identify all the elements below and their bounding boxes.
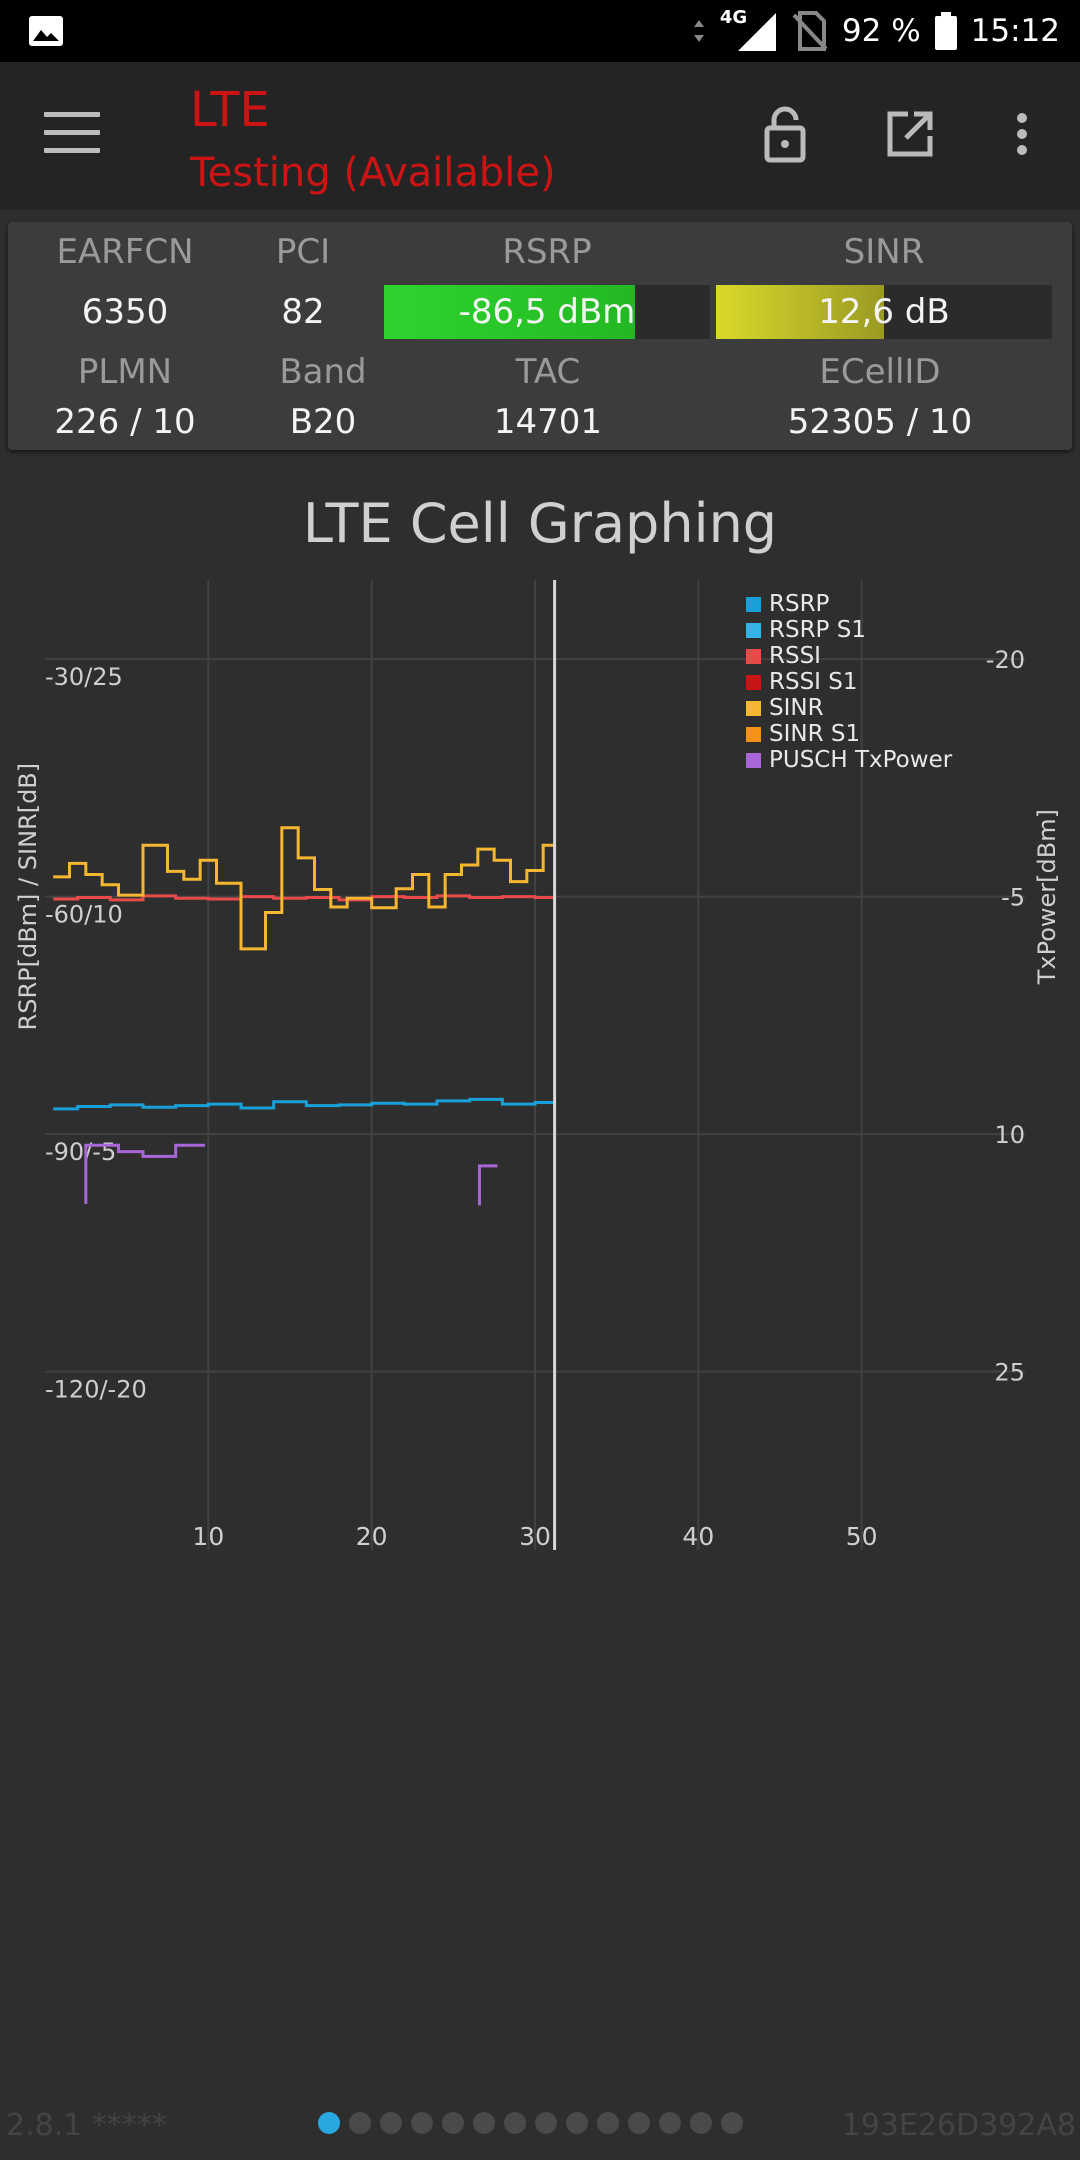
legend-swatch (746, 701, 761, 716)
y2-tick-label: -20 (986, 646, 1025, 674)
rssi-series-line (53, 894, 555, 902)
y-tick-label: -120/-20 (45, 1376, 147, 1404)
page-dot[interactable] (349, 2112, 371, 2134)
pusch-txpower-series-line (477, 1164, 498, 1206)
y-tick-label: -30/25 (45, 663, 123, 691)
rsrp-series-line (53, 1097, 557, 1111)
app-toolbar: LTE Testing (Available) (0, 62, 1080, 210)
legend-entry[interactable]: PUSCH TxPower (769, 747, 953, 773)
sinr-label: SINR (843, 232, 925, 272)
page-dot[interactable] (473, 2112, 495, 2134)
legend-swatch (746, 675, 761, 690)
band-value: B20 (289, 402, 357, 442)
page-dot[interactable] (442, 2112, 464, 2134)
legend-swatch (746, 597, 761, 612)
legend-swatch (746, 753, 761, 768)
y2-axis-title: TxPower[dBm] (1033, 809, 1061, 985)
page-dot[interactable] (504, 2112, 526, 2134)
page-dot[interactable] (318, 2112, 340, 2134)
legend-swatch (746, 727, 761, 742)
chart-title: LTE Cell Graphing (302, 492, 778, 555)
page-indicator[interactable] (318, 2112, 743, 2134)
more-vert-icon[interactable] (992, 104, 1052, 164)
y-axis-title: RSRP[dBm] / SINR[dB] (14, 763, 42, 1031)
page-dot[interactable] (690, 2112, 712, 2134)
y2-tick-label: -5 (1001, 884, 1025, 912)
page-dot[interactable] (659, 2112, 681, 2134)
x-tick-label: 30 (519, 1522, 551, 1551)
x-tick-label: 50 (846, 1522, 878, 1551)
x-tick-label: 10 (192, 1522, 224, 1551)
rsrp-bar: -86,5 dBm (384, 285, 710, 339)
page-dot[interactable] (535, 2112, 557, 2134)
earfcn-value: 6350 (81, 292, 169, 332)
plmn-label: PLMN (77, 352, 173, 392)
status-bar: 4G 92 % 15:12 (0, 0, 1080, 62)
battery-icon (934, 12, 957, 50)
tac-value: 14701 (493, 402, 603, 442)
pci-value: 82 (281, 292, 325, 332)
status-icons: 4G 92 % 15:12 (692, 7, 1060, 54)
menu-icon[interactable] (44, 112, 100, 156)
page-dot[interactable] (597, 2112, 619, 2134)
y-tick-label: -60/10 (45, 901, 123, 929)
legend-swatch (746, 623, 761, 638)
data-arrows-icon (693, 20, 704, 42)
signal-icon: 4G (719, 7, 778, 53)
page-dot[interactable] (380, 2112, 402, 2134)
ecellid-label: ECellID (819, 352, 941, 392)
lte-cell-chart[interactable]: 10 20 30 40 50 -30/25 -60/10 -90/-5 -120/-20 -20 -… (0, 580, 1080, 1580)
gallery-icon (29, 16, 63, 46)
sinr-bar-fill (716, 285, 884, 339)
y-tick-label: -90/-5 (45, 1138, 116, 1166)
cell-info-panel: EARFCN 6350 PCI 82 RSRP -86,5 dBm SINR 1… (8, 222, 1072, 450)
y2-tick-label: 10 (994, 1121, 1025, 1149)
legend-entry[interactable]: RSSI (769, 643, 821, 669)
legend-entry[interactable]: RSSI S1 (769, 669, 858, 695)
sinr-bar: 12,6 dB (716, 285, 1052, 339)
legend-entry[interactable]: RSRP S1 (769, 617, 866, 643)
legend-entry[interactable]: SINR S1 (769, 721, 860, 747)
sinr-value: 12,6 dB (818, 292, 950, 332)
page-dot[interactable] (411, 2112, 433, 2134)
device-id: 193E26D392A8 (841, 2108, 1076, 2143)
legend-entry[interactable]: SINR (769, 695, 824, 721)
rsrp-label: RSRP (502, 232, 592, 272)
lock-icon[interactable] (755, 104, 815, 164)
sinr-series-line (53, 826, 555, 951)
page-title: LTE (190, 82, 270, 138)
page-subtitle: Testing (Available) (190, 150, 556, 196)
version-label: 2.8.1 ***** (6, 2108, 167, 2143)
pusch-txpower-series-line (84, 1143, 206, 1204)
rsrp-value: -86,5 dBm (458, 292, 636, 332)
no-sim-icon (792, 11, 828, 51)
legend-swatch (746, 649, 761, 664)
battery-percent: 92 % (841, 13, 921, 49)
ecellid-value: 52305 / 10 (787, 402, 973, 442)
x-tick-label: 40 (682, 1522, 714, 1551)
x-tick-label: 20 (356, 1522, 388, 1551)
network-type: 4G (719, 7, 748, 28)
y2-tick-label: 25 (994, 1359, 1025, 1387)
band-label: Band (279, 352, 367, 392)
plmn-value: 226 / 10 (54, 402, 196, 442)
rsrp-bar-fill (384, 285, 636, 339)
tac-label: TAC (515, 352, 581, 392)
page-dot[interactable] (566, 2112, 588, 2134)
legend-entry[interactable]: RSRP (769, 591, 830, 617)
pci-label: PCI (275, 232, 331, 272)
earfcn-label: EARFCN (56, 232, 194, 272)
page-dot[interactable] (721, 2112, 743, 2134)
open-external-icon[interactable] (880, 104, 940, 164)
clock: 15:12 (970, 13, 1060, 49)
page-dot[interactable] (628, 2112, 650, 2134)
